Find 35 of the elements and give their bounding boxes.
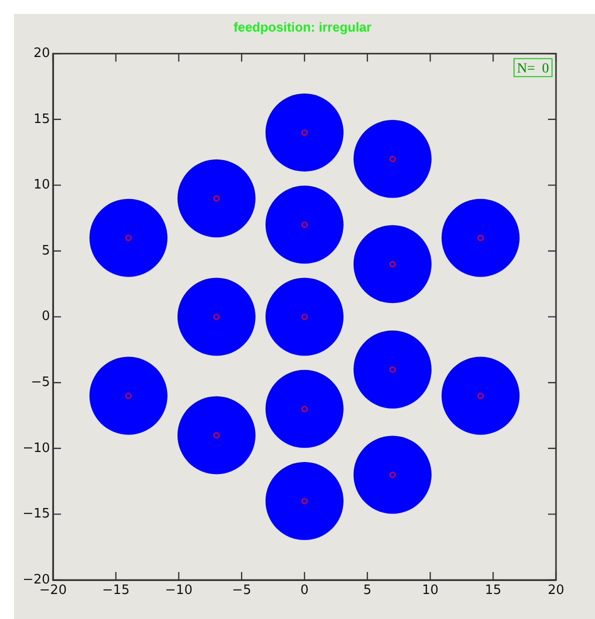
point — [301, 406, 308, 412]
y-tick-label: 0 — [42, 309, 50, 324]
x-tick-label: 15 — [484, 583, 502, 598]
y-tick-label: 15 — [33, 112, 50, 127]
point — [477, 392, 484, 399]
chart-title: feedposition: irregular — [234, 19, 372, 34]
x-tick-label: −5 — [232, 583, 252, 598]
y-tick-label: 5 — [42, 243, 50, 258]
point — [389, 156, 396, 162]
x-tick-label: 10 — [422, 583, 439, 598]
y-tick-label: 10 — [33, 178, 50, 193]
y-tick-label: −5 — [30, 374, 50, 390]
x-tick-label: 5 — [363, 583, 372, 598]
point — [213, 314, 220, 320]
point — [477, 234, 484, 241]
y-tick-label: −20 — [22, 572, 50, 588]
point — [213, 432, 220, 438]
point — [389, 261, 396, 268]
point — [213, 195, 220, 202]
x-tick-label: −10 — [165, 583, 192, 598]
annotation: N= 0 — [516, 61, 550, 76]
point — [301, 498, 308, 504]
point — [125, 392, 132, 399]
y-tick-label: −15 — [22, 506, 50, 522]
point — [301, 129, 308, 136]
point — [389, 472, 396, 478]
point — [301, 222, 308, 228]
point — [301, 314, 308, 320]
y-tick-label: −10 — [22, 440, 50, 456]
point — [125, 234, 132, 241]
x-tick-label: 0 — [300, 583, 309, 598]
x-tick-label: 20 — [548, 583, 564, 598]
x-tick-label: −15 — [102, 583, 130, 598]
point — [389, 366, 396, 373]
y-tick-label: 20 — [33, 46, 50, 61]
